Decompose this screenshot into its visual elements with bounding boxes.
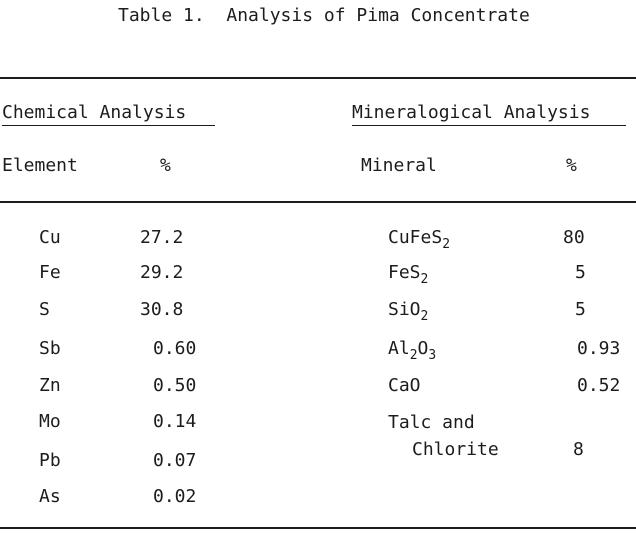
chemical-analysis-heading: Chemical Analysis — [2, 102, 187, 123]
mineralogical-analysis-heading: Mineralogical Analysis — [352, 102, 591, 123]
chemical-heading-underline — [2, 125, 215, 126]
table-row-element: Fe — [39, 262, 61, 283]
table-row-element: As — [39, 486, 61, 507]
table-row-element: Cu — [39, 227, 61, 248]
mineral-percent-header: % — [566, 155, 577, 176]
table-row-mineral: CaO — [388, 375, 421, 396]
table-row-percent: 29.2 — [140, 262, 184, 283]
table-row-element: Zn — [39, 375, 61, 396]
table-row-mineral: CuFeS2 — [388, 227, 450, 252]
table-row-mineral: FeS2 — [388, 262, 429, 287]
table-row-percent: 27.2 — [140, 227, 184, 248]
table-row-mineral: Chlorite — [412, 439, 499, 460]
header-rule — [0, 201, 636, 203]
table-row-percent: 5 — [575, 262, 586, 283]
table-row-percent: 0.52 — [577, 375, 621, 396]
top-rule — [0, 77, 636, 79]
table-row-percent: 5 — [575, 299, 586, 320]
chemical-percent-header: % — [160, 155, 171, 176]
table-row-percent: 0.93 — [577, 338, 621, 359]
table-row-percent: 0.60 — [153, 338, 197, 359]
table-row-percent: 30.8 — [140, 299, 184, 320]
table-row-percent: 80 — [563, 227, 585, 248]
table-row-mineral: Talc and — [388, 412, 475, 433]
table-row-percent: 0.50 — [153, 375, 197, 396]
bottom-rule — [0, 527, 636, 529]
table-row-element: Mo — [39, 411, 61, 432]
table-row-element: Pb — [39, 450, 61, 471]
table-row-element: S — [39, 299, 50, 320]
mineral-column-header: Mineral — [361, 155, 437, 176]
table-row-percent: 0.14 — [153, 411, 197, 432]
element-column-header: Element — [2, 155, 78, 176]
table-row-percent: 0.02 — [153, 486, 197, 507]
table-row-mineral: SiO2 — [388, 299, 429, 324]
table-title: Table 1. Analysis of Pima Concentrate — [118, 5, 530, 26]
table-row-mineral: Al2O3 — [388, 338, 437, 363]
table-row-percent: 8 — [573, 439, 584, 460]
mineralogical-heading-underline — [352, 125, 626, 126]
table-row-percent: 0.07 — [153, 450, 197, 471]
table-row-element: Sb — [39, 338, 61, 359]
